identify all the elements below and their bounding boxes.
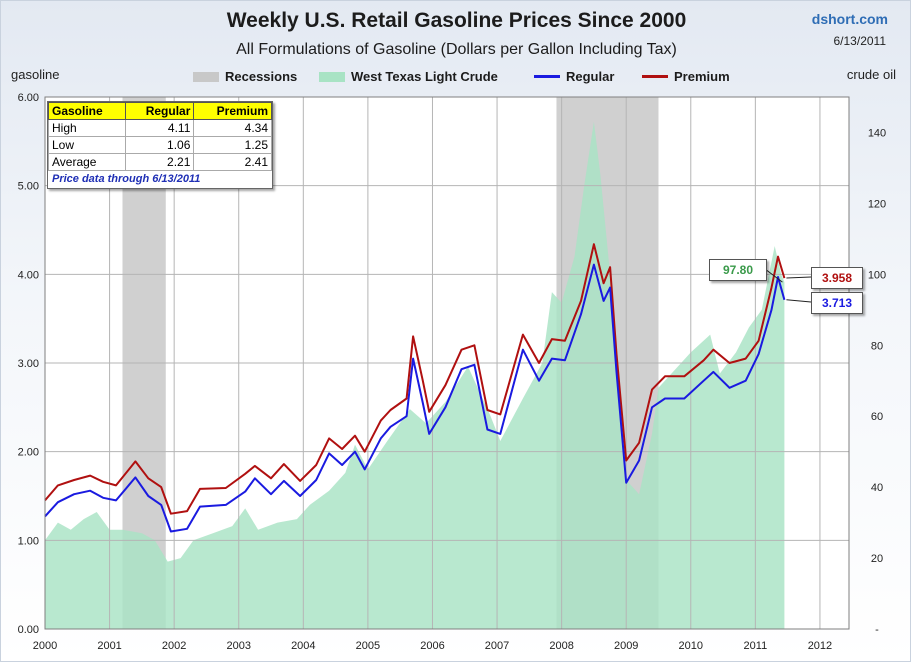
- legend-item-regular: Regular: [534, 69, 614, 84]
- chart-title: Weekly U.S. Retail Gasoline Prices Since…: [226, 9, 687, 32]
- regular-line: [44, 263, 786, 533]
- legend-label-crude: West Texas Light Crude: [351, 69, 498, 84]
- legend-label-regular: Regular: [566, 69, 615, 84]
- stats-cell-label: High: [48, 119, 126, 137]
- y-tick-label: 5.00: [18, 181, 39, 193]
- x-tick-label: 2007: [485, 640, 509, 652]
- regular-callout-connector: [786, 299, 812, 303]
- stats-header-regular: Regular: [124, 102, 195, 120]
- stats-cell-regular: 2.21: [124, 153, 195, 171]
- legend-item-premium: Premium: [642, 69, 730, 84]
- x-tick-label: 2012: [808, 640, 832, 652]
- stats-row-high: High 4.11 4.34: [48, 119, 272, 137]
- x-tick-label: 2004: [291, 640, 315, 652]
- x-tick-label: 2003: [226, 640, 250, 652]
- callout-regular-last: 3.713: [811, 292, 863, 314]
- y2-tick-label: 20: [871, 553, 883, 565]
- y-tick-label: 2.00: [18, 447, 39, 459]
- callout-premium-last: 3.958: [811, 267, 863, 289]
- regular-swatch: [534, 75, 560, 78]
- crude-swatch: [319, 71, 345, 82]
- date-label: 6/13/2011: [833, 34, 887, 48]
- y2-tick-label: -: [875, 624, 879, 636]
- x-tick-label: 2009: [614, 640, 638, 652]
- y-tick-label: 1.00: [18, 535, 39, 547]
- premium-swatch: [642, 75, 668, 78]
- x-tick-label: 2005: [356, 640, 380, 652]
- premium-line: [44, 243, 786, 515]
- y2-tick-label: 40: [871, 482, 883, 494]
- source-label: dshort.com: [811, 11, 888, 27]
- recession-swatch: [193, 71, 219, 82]
- stats-row-average: Average 2.21 2.41: [48, 153, 272, 171]
- x-tick-label: 2001: [97, 640, 121, 652]
- stats-cell-regular: 1.06: [124, 136, 195, 154]
- x-tick-label: 2010: [679, 640, 703, 652]
- legend: Recessions West Texas Light Crude Regula…: [1, 69, 911, 89]
- right-axis-label: crude oil: [846, 67, 896, 82]
- stats-cell-premium: 1.25: [193, 136, 272, 154]
- x-tick-label: 2011: [744, 640, 768, 652]
- x-tick-label: 2002: [162, 640, 186, 652]
- legend-item-recessions: Recessions: [193, 69, 297, 84]
- y2-tick-label: 120: [868, 198, 886, 210]
- left-axis-label: gasoline: [11, 67, 60, 82]
- stats-cell-label: Average: [48, 153, 126, 171]
- y2-tick-label: 80: [871, 340, 883, 352]
- crude-oil-area: [45, 121, 785, 630]
- y2-tick-label: 100: [868, 269, 886, 281]
- legend-item-crude: West Texas Light Crude: [319, 69, 498, 84]
- premium-callout-connector: [786, 276, 812, 279]
- legend-label-recessions: Recessions: [225, 69, 298, 84]
- x-tick-label: 2008: [549, 640, 573, 652]
- crude-callout-connector: [764, 268, 783, 283]
- stats-cell-regular: 4.11: [124, 119, 195, 137]
- legend-label-premium: Premium: [674, 69, 730, 84]
- stats-header-row: Gasoline Regular Premium: [48, 102, 272, 120]
- y-tick-label: 4.00: [18, 269, 39, 281]
- stats-table: Gasoline Regular Premium High 4.11 4.34 …: [47, 101, 273, 189]
- x-tick-label: 2000: [33, 640, 57, 652]
- callout-crude-last: 97.80: [709, 259, 767, 281]
- stats-header-gasoline: Gasoline: [48, 102, 126, 120]
- stats-header-premium: Premium: [193, 102, 272, 120]
- plot-border: [44, 96, 850, 630]
- stats-cell-premium: 2.41: [193, 153, 272, 171]
- y-tick-label: 6.00: [18, 92, 39, 104]
- stats-row-low: Low 1.06 1.25: [48, 136, 272, 154]
- stats-cell-label: Low: [48, 136, 126, 154]
- chart-subtitle: All Formulations of Gasoline (Dollars pe…: [236, 41, 677, 58]
- stats-note: Price data through 6/13/2011: [52, 173, 201, 185]
- x-tick-label: 2006: [420, 640, 444, 652]
- y-tick-label: 0.00: [18, 624, 39, 636]
- stats-cell-premium: 4.34: [193, 119, 272, 137]
- y2-tick-label: 60: [871, 411, 883, 423]
- y-tick-label: 3.00: [18, 358, 39, 370]
- y2-tick-label: 140: [868, 127, 886, 139]
